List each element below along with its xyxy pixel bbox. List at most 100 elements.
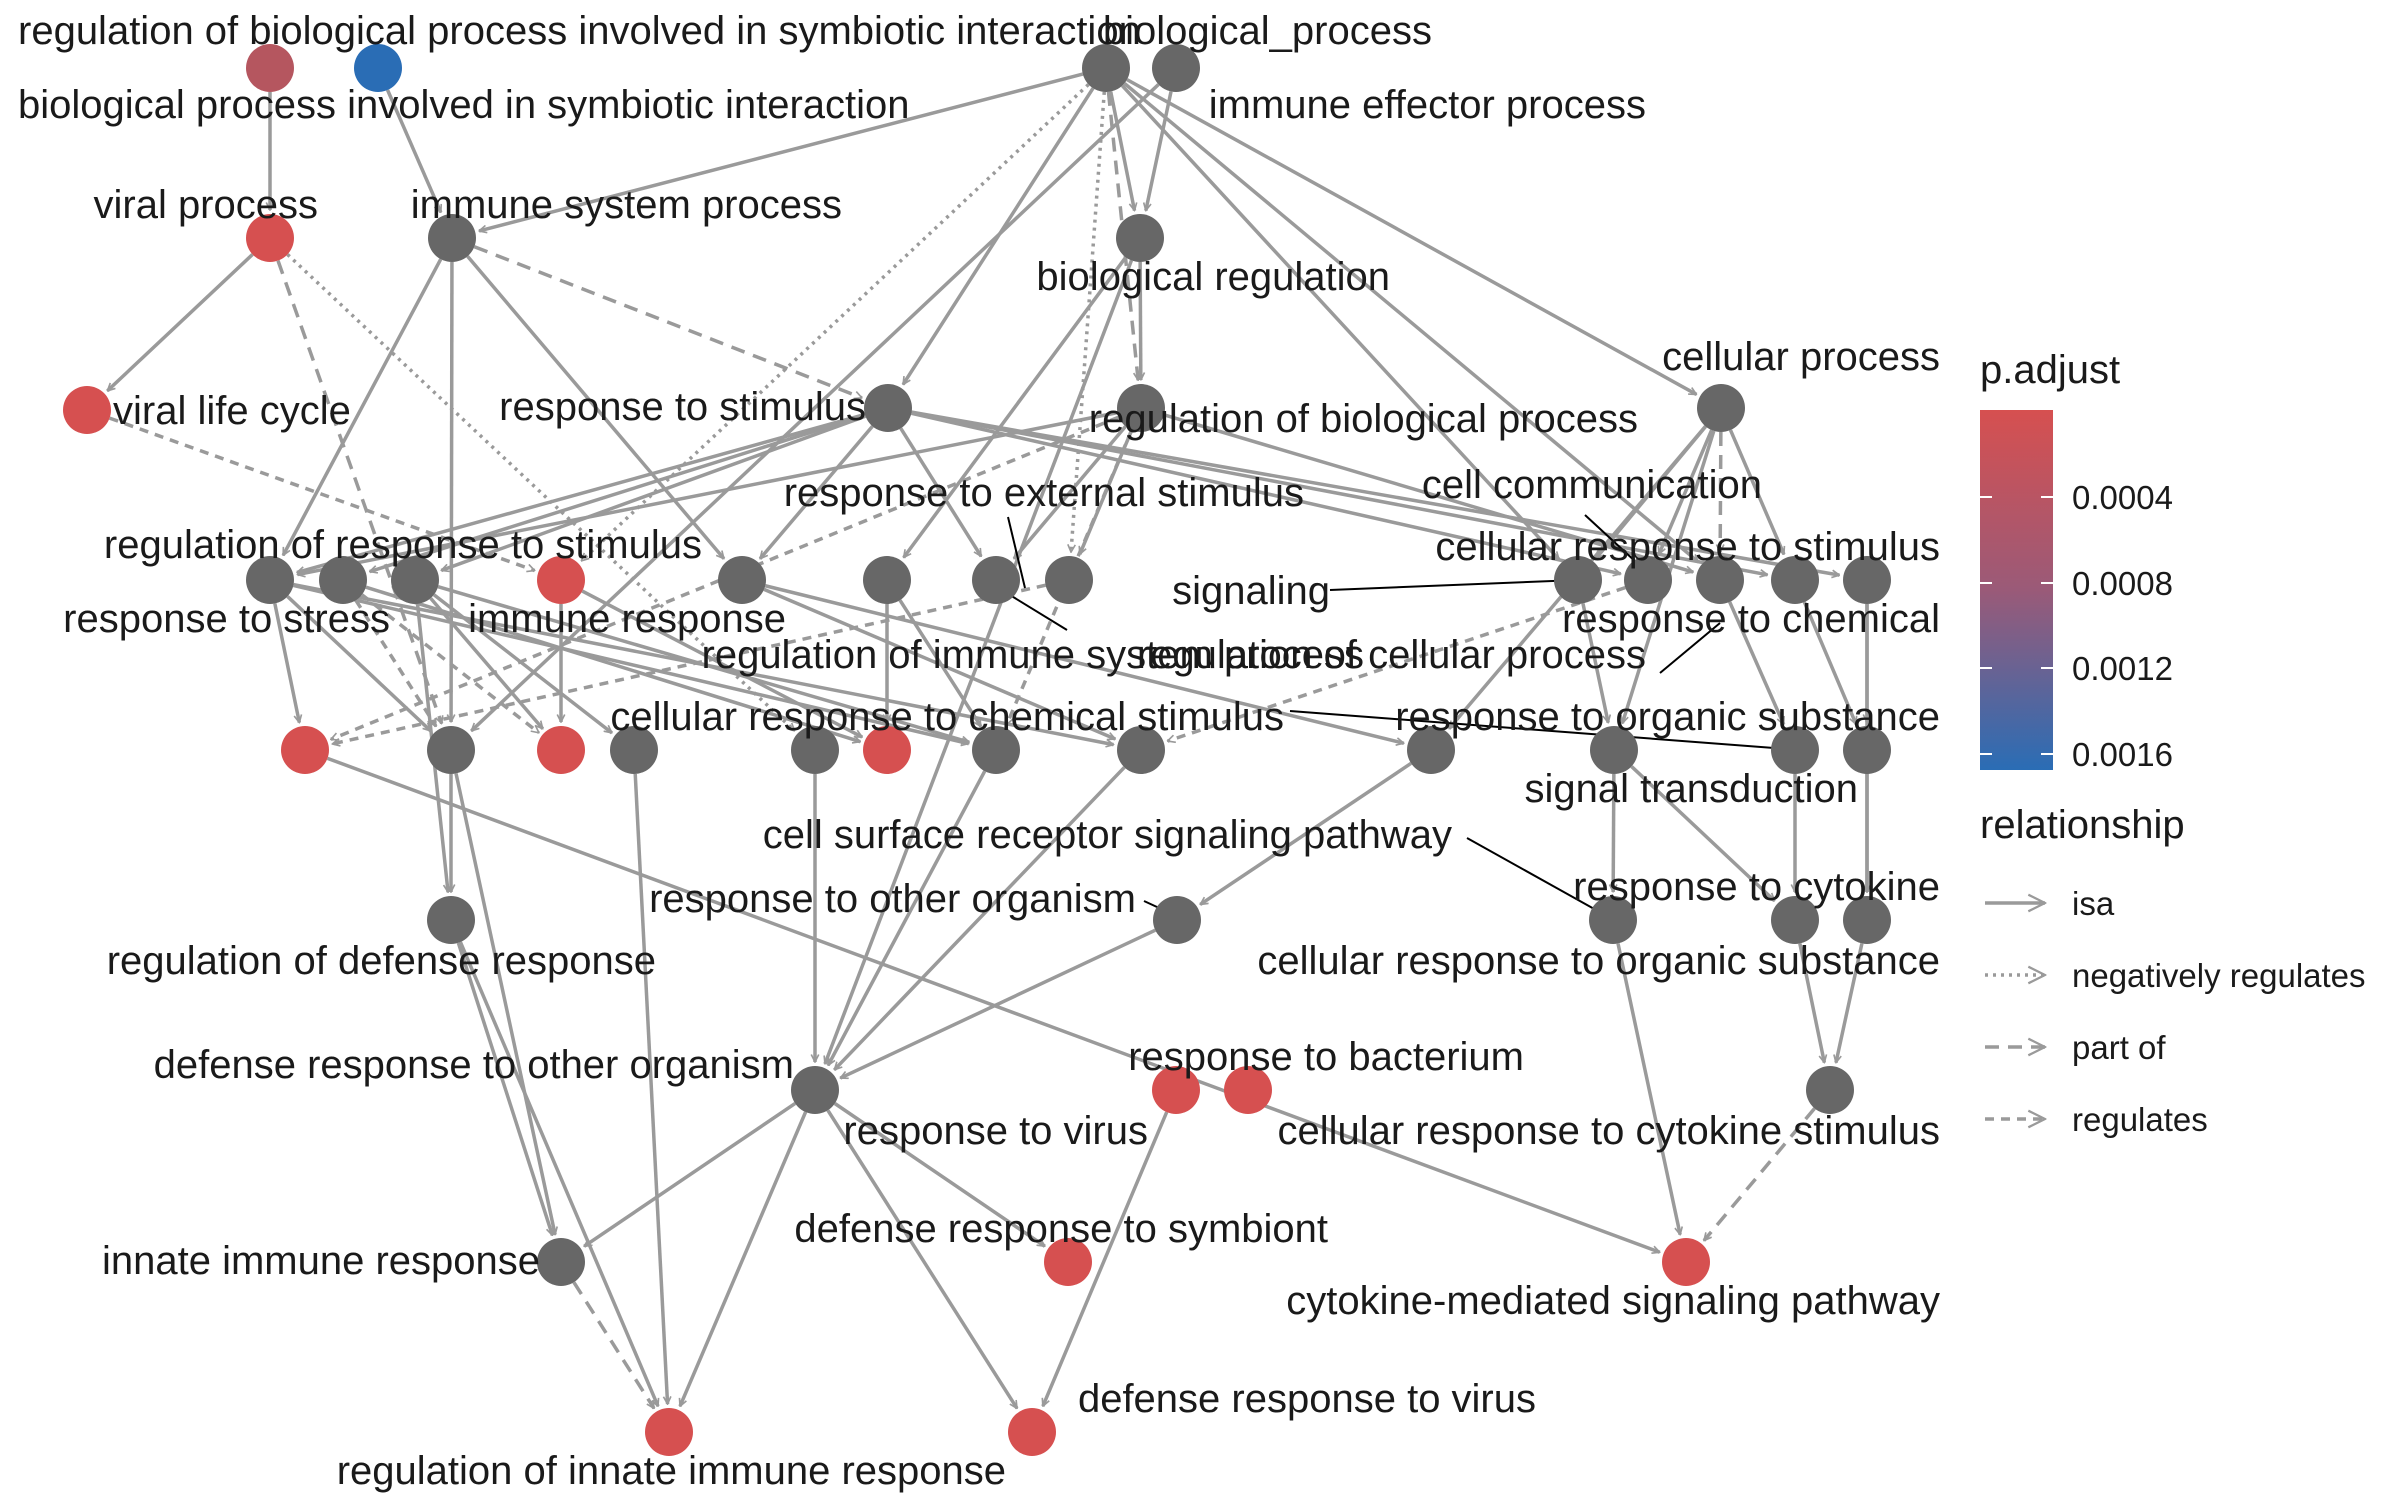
- edge-isa: [840, 928, 1157, 1080]
- label-regulation-response-stimulus: regulation of response to stimulus: [104, 523, 702, 567]
- edge-isa: [899, 427, 983, 556]
- color-bar: [1980, 410, 2053, 770]
- node-n3: [391, 556, 439, 604]
- edge-isa: [454, 773, 555, 1234]
- label-response-to-chemical: response to chemical: [1562, 597, 1940, 641]
- node-s4: [1806, 1066, 1854, 1114]
- label-cytokine-mediated: cytokine-mediated signaling pathway: [1286, 1279, 1940, 1323]
- edge-isa: [834, 766, 1126, 1069]
- edge-isa: [1657, 429, 1714, 554]
- edge-isa: [911, 410, 1768, 574]
- edge-isa: [1146, 91, 1173, 210]
- label-regulation-immune-system: regulation of immune system process: [702, 633, 1365, 677]
- node-bp: [1082, 44, 1130, 92]
- edge-isa: [451, 261, 452, 722]
- edge-isa: [911, 411, 1620, 574]
- label-leader-line: [1289, 710, 1801, 751]
- edge-reg: [354, 599, 438, 726]
- edge-part: [1702, 1107, 1816, 1240]
- label-viral-life-cycle: viral life cycle: [113, 389, 351, 433]
- label-biological-regulation: biological regulation: [1036, 255, 1390, 299]
- label-immune-effector: immune effector process: [1209, 83, 1646, 127]
- edge-isa: [479, 72, 1084, 231]
- edge-isa: [825, 259, 1134, 1063]
- edge-isa: [1581, 603, 1608, 722]
- node-bioreg: [1116, 214, 1164, 262]
- edge-reg: [1168, 585, 1626, 741]
- edge-isa: [1108, 91, 1135, 211]
- node-m1: [281, 726, 329, 774]
- node-m8: [1117, 726, 1165, 774]
- node-bp2: [1152, 44, 1200, 92]
- nodes-layer: [63, 44, 1891, 1456]
- legend-label-regulates: regulates: [2072, 1101, 2208, 1138]
- label-cellular-response-organic: cellular response to organic substance: [1257, 939, 1940, 983]
- legend: p.adjust 0.0004 0.0008 0.0012 0.0016 rel…: [1980, 348, 2366, 1138]
- node-rts: [864, 384, 912, 432]
- label-biological-process: biological_process: [1103, 9, 1432, 53]
- edge-isa: [458, 941, 660, 1406]
- label-leader-line: [1007, 516, 1026, 589]
- node-cellp: [1697, 384, 1745, 432]
- edge-isa: [1140, 261, 1141, 380]
- edge-isa: [633, 773, 667, 1404]
- label-response-to-cytokine: response to cytokine: [1573, 865, 1940, 909]
- node-vlc: [63, 386, 111, 434]
- label-response-to-bacterium: response to bacterium: [1128, 1035, 1524, 1079]
- node-reg-symb: [246, 44, 294, 92]
- color-tick-label: 0.0016: [2072, 736, 2173, 773]
- edge-isa: [1802, 601, 1858, 724]
- node-m12: [1843, 726, 1891, 774]
- label-leader-line: [1004, 591, 1068, 631]
- node-r1: [427, 896, 475, 944]
- node-rbp: [1117, 384, 1165, 432]
- edge-part: [572, 1281, 656, 1408]
- node-n7: [972, 556, 1020, 604]
- node-r4: [1771, 896, 1819, 944]
- edge-isa: [584, 1102, 797, 1248]
- edge-isa: [297, 410, 1118, 575]
- edge-reg: [109, 416, 535, 570]
- node-n11: [1696, 556, 1744, 604]
- node-s3: [1224, 1066, 1272, 1114]
- edge-isa: [471, 83, 1160, 733]
- edge-isa: [1200, 761, 1413, 906]
- node-s1: [791, 1066, 839, 1114]
- edge-isa: [1728, 429, 1786, 554]
- edge-reg: [360, 593, 539, 735]
- edge-isa: [833, 1102, 1045, 1248]
- edge-reg: [1005, 429, 1134, 724]
- edge-isa: [826, 770, 987, 1065]
- label-defense-symbiont: defense response to symbiont: [794, 1207, 1328, 1251]
- node-m6: [863, 726, 911, 774]
- edge-isa: [1836, 943, 1864, 1062]
- edge-isa: [441, 414, 867, 570]
- label-defense-virus: defense response to virus: [1078, 1377, 1536, 1421]
- edge-isa: [107, 253, 254, 393]
- node-r5: [1843, 896, 1891, 944]
- node-r3: [1589, 896, 1637, 944]
- edge-isa: [297, 412, 866, 572]
- edge-isa: [286, 595, 430, 733]
- node-symb-blue: [354, 44, 402, 92]
- node-u2: [645, 1408, 693, 1456]
- node-viral: [246, 214, 294, 262]
- label-innate-immune: innate immune response: [102, 1239, 540, 1283]
- label-leader-line: [1329, 579, 1579, 591]
- edge-isa: [466, 255, 726, 558]
- edge-isa: [1798, 943, 1825, 1063]
- label-immune-system-process: immune system process: [411, 183, 842, 227]
- node-n4: [537, 556, 585, 604]
- node-t3: [1662, 1238, 1710, 1286]
- label-response-other-organism: response to other organism: [649, 877, 1136, 921]
- node-m11: [1771, 726, 1819, 774]
- label-regulation-innate: regulation of innate immune response: [337, 1449, 1006, 1493]
- legend-label-negatively-regulates: negatively regulates: [2072, 957, 2366, 994]
- label-response-to-stimulus: response to stimulus: [499, 385, 866, 429]
- edge-isa: [1126, 78, 1696, 396]
- node-m9: [1407, 726, 1455, 774]
- edge-isa: [1630, 765, 1774, 903]
- edge-isa: [1041, 1111, 1169, 1406]
